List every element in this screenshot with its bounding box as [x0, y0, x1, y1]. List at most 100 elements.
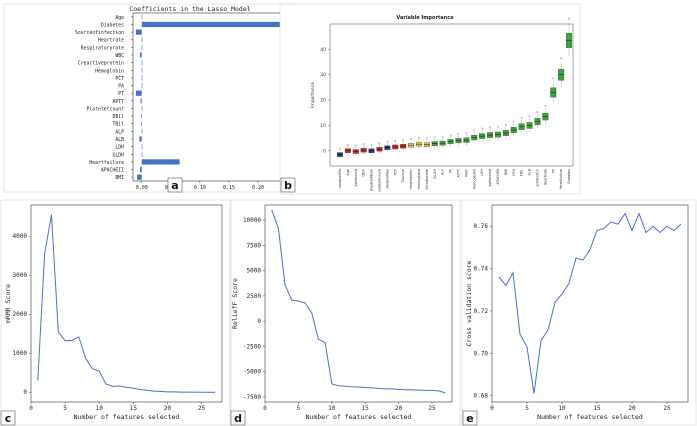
panel-b-category-label: CRH	[512, 169, 516, 177]
panel-c-series-line	[37, 214, 216, 393]
panel-a-category-label: APACHEII	[101, 168, 124, 174]
panel-b-variable-importance: Variable Importance Importance 0 10 20 30 40 s…	[279, 3, 581, 195]
panel-b-category-label: Hemoglobin	[472, 169, 476, 189]
panel-d-ytick-label: 2500	[247, 293, 262, 300]
panel-c-mrmr-score: 0 1000 2000 3000 4000 0 5 10 15 20 25 Number of fea…	[0, 199, 231, 426]
panel-b-label: b	[284, 179, 292, 192]
panel-a-category-label: Plateletcount	[86, 106, 124, 112]
panel-a-category-label: Heartrate	[98, 38, 124, 44]
panel-a-category-label: Hemoglobin	[95, 68, 124, 74]
panel-d-relieff-score: -7500 -5000 -2500 0 2500 5000 7500 10000 0 5 10 15 2…	[230, 199, 461, 426]
panel-b-category-label: APTT	[456, 168, 460, 177]
panel-e-ylabel: Cross validation score	[465, 260, 473, 346]
panel-a-bar	[139, 52, 142, 58]
panel-d-xtick-label: 20	[395, 405, 403, 412]
panel-b-category-label: PA	[449, 168, 453, 173]
panel-b-outlier	[568, 17, 571, 20]
panel-c-ylabel: mRMR Score	[4, 284, 12, 323]
panel-a-category-label: Heartfailure	[89, 160, 124, 166]
panel-b-category-label: PT	[551, 168, 555, 173]
panel-e-ytick-label: 0.76	[474, 223, 489, 230]
panel-a-bar	[141, 67, 143, 73]
panel-b-title: Variable Importance	[396, 15, 454, 21]
panel-b-category-label: ALB	[528, 168, 532, 175]
panel-a-category-label: GLDH	[112, 152, 124, 158]
panel-b-category-label: Age	[346, 169, 350, 176]
panel-b-outlier	[560, 57, 563, 59]
panel-d-xtick-label: 5	[297, 405, 301, 412]
panel-a-category-label: PA	[118, 84, 124, 90]
panel-a-category-label: PT	[118, 91, 124, 97]
panel-b-ytick-label: 0	[323, 148, 326, 154]
panel-b-category-label: BMI	[504, 169, 508, 175]
panel-a-label: a	[171, 179, 178, 192]
panel-d-ytick-label: -2500	[243, 343, 261, 350]
panel-b-category-label: Diabetes	[567, 169, 571, 184]
panel-d-plot-frame	[264, 204, 453, 403]
panel-b-outlier	[386, 140, 389, 143]
panel-b-outlier	[481, 127, 484, 130]
panel-b-category-label: ALP	[441, 169, 445, 175]
panel-e-xtick-label: 15	[593, 405, 601, 412]
panel-d-ytick-label: 10000	[243, 217, 261, 224]
panel-a-bar	[135, 29, 142, 35]
panel-c-xtick-label: 0	[29, 405, 33, 412]
panel-e-xtick-label: 10	[558, 405, 566, 412]
panel-a-category-label: Respiratoryrate	[81, 45, 124, 51]
panel-b-category-label: LDH	[480, 169, 484, 176]
panel-e-plot-frame	[491, 204, 689, 403]
panel-b-category-label: PCT	[393, 168, 397, 175]
panel-a-bar	[140, 98, 142, 104]
panel-b-outlier	[418, 136, 420, 139]
panel-b-ytick-label: 20	[320, 98, 326, 104]
panel-b-outlier	[520, 116, 523, 119]
panel-b-category-label: plateletcount	[377, 168, 381, 191]
panel-a-bar	[141, 37, 143, 43]
panel-a-bar	[141, 75, 143, 81]
panel-c-ytick-label: 3000	[13, 272, 28, 279]
panel-a-category-label: Age	[115, 15, 124, 21]
panel-d-ytick-label: -5000	[243, 369, 261, 376]
panel-d-xtick-label: 15	[362, 405, 370, 412]
panel-d-ytick-label: 5000	[247, 268, 262, 275]
panel-c-xtick-label: 15	[130, 405, 138, 412]
panel-b-outlier	[512, 120, 515, 123]
panel-c-ytick-label: 2000	[13, 311, 28, 318]
panel-a-bar	[141, 128, 143, 134]
panel-b-category-label: Heartratetic	[409, 169, 413, 190]
panel-a-xtick-label: 0.15	[223, 185, 235, 191]
panel-a-xtick-label: 0.20	[252, 185, 264, 191]
panel-a-bar	[141, 105, 143, 112]
panel-e-ytick-label: 0.70	[474, 350, 489, 357]
panel-a-bar	[141, 44, 143, 50]
panel-a-xtick-label: 0.00	[136, 185, 148, 191]
panel-e-series-line	[498, 212, 682, 394]
panel-e-ytick-label: 0.72	[474, 308, 489, 315]
panel-b-outlier	[489, 126, 492, 129]
panel-c-ytick-label: 0	[23, 389, 27, 396]
panel-a-bar	[141, 21, 288, 28]
panel-b-category-label: Heartfailure	[559, 169, 563, 189]
panel-b-category-label: APACHEII	[496, 169, 500, 184]
panel-e-ytick-label: 0.68	[474, 393, 489, 400]
panel-d-ytick-label: 7500	[247, 242, 262, 249]
panel-d-ylabel: ReliefF Score	[231, 278, 239, 329]
panel-c-xlabel: Number of features selected	[74, 413, 180, 421]
panel-a-category-label: ALB	[115, 137, 124, 143]
panel-b-outlier	[362, 143, 365, 146]
panel-b-outlier	[504, 124, 507, 126]
panel-e-cross-validation: 0.68 0.70 0.72 0.74 0.76 0 5 10 15 20 25 Number of …	[461, 199, 697, 426]
panel-a-title: Coefficients in the Lasso Model	[129, 5, 250, 13]
panel-a-bar	[139, 166, 142, 173]
panel-b-outlier	[528, 115, 531, 118]
panel-b-outlier	[339, 147, 341, 150]
panel-c-plot-frame	[30, 204, 223, 403]
panel-d-ytick-label: 0	[257, 318, 261, 325]
panel-a-bar	[141, 14, 143, 20]
panel-a-bar	[135, 90, 142, 96]
panel-b-plot-frame	[329, 23, 574, 167]
panel-c-xtick-label: 10	[96, 405, 104, 412]
panel-b-category-label: Glucose	[401, 169, 405, 183]
panel-c-xtick-label: 20	[164, 405, 172, 412]
